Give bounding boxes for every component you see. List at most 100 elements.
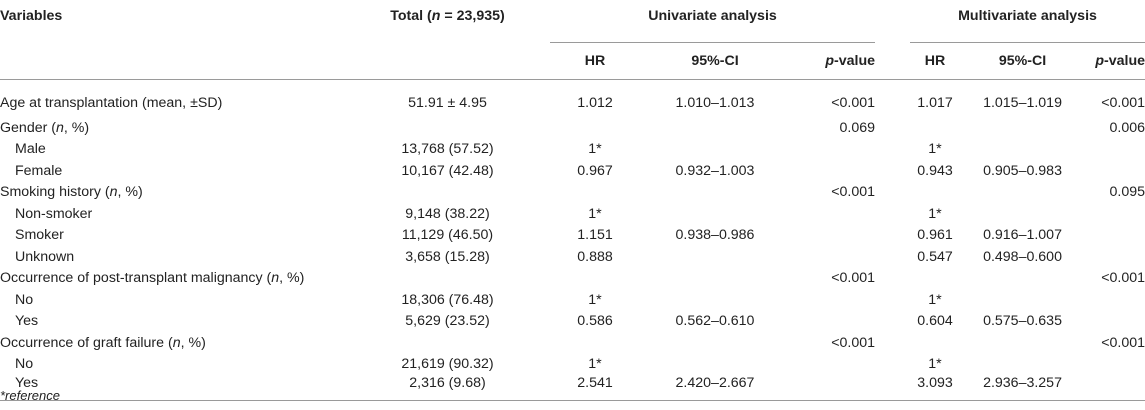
cell-total: 10,167 (42.48) (401, 162, 494, 179)
row-label: Occurrence of post-transplant malignancy… (0, 270, 305, 287)
cell-univariate-ci: 0.562–0.610 (675, 313, 755, 330)
cell-univariate-ci: 0.938–0.986 (675, 227, 755, 244)
cell-total: 11,129 (46.50) (401, 227, 494, 244)
header-univariate: Univariate analysis (550, 3, 876, 43)
cell-multivariate-hr: 0.547 (917, 248, 953, 265)
cell-univariate-ci (640, 332, 790, 354)
spacer (875, 289, 910, 311)
cell-univariate-ci (640, 203, 790, 225)
table-row: No 18,306 (76.48) 1* 1* (0, 289, 1145, 311)
table-row: Occurrence of graft failure (n, %) <0.001… (0, 332, 1145, 354)
header-m-hr: HR (910, 42, 961, 80)
spacer (875, 117, 910, 139)
cell-univariate-ci (640, 289, 790, 311)
cell-total: 13,768 (57.52) (401, 141, 494, 158)
cell-multivariate-hr (910, 182, 960, 204)
cell-univariate-p: <0.001 (831, 334, 876, 351)
spacer (875, 139, 910, 161)
table-row: Occurrence of post-transplant malignancy… (0, 268, 1145, 290)
cell-univariate-hr (550, 182, 640, 204)
header-m-ci: 95%-CI (960, 42, 1086, 80)
cell-multivariate-hr (910, 117, 960, 139)
row-label: Smoker (15, 227, 64, 244)
header-total: Total (n = 23,935) (390, 8, 505, 24)
cell-total: 2,316 (9.68) (345, 375, 550, 401)
row-label: Male (15, 141, 46, 158)
cell-univariate-p (790, 139, 875, 161)
cell-total (345, 182, 550, 204)
table-row: Gender (n, %) 0.069 0.006 (0, 117, 1145, 139)
cell-multivariate-ci: 1.015–1.019 (983, 94, 1062, 111)
cell-univariate-hr: 2.541 (550, 375, 640, 401)
row-label: Non-smoker (15, 205, 93, 222)
row-label: Yes (0, 375, 345, 401)
cell-multivariate-hr: 3.093 (910, 375, 961, 401)
cell-multivariate-p (1085, 375, 1145, 401)
cell-multivariate-p: 0.006 (1109, 119, 1145, 136)
row-label: No (15, 356, 34, 373)
table-row: Female 10,167 (42.48) 0.967 0.932–1.003 0.94… (0, 160, 1145, 182)
cell-univariate-ci: 1.010–1.013 (675, 94, 755, 111)
spacer (875, 203, 910, 225)
cell-univariate-hr: 1* (588, 205, 602, 222)
cell-multivariate-hr: 1* (928, 291, 942, 308)
table-row: Smoking history (n, %) <0.001 0.095 (0, 182, 1145, 204)
results-table: Variables Total (n = 23,935) Univariate … (0, 3, 1145, 401)
cell-multivariate-p (1085, 246, 1145, 268)
cell-univariate-ci: 0.932–1.003 (675, 162, 755, 179)
table-row: Unknown 3,658 (15.28) 0.888 0.547 0.498–0.60… (0, 246, 1145, 268)
cell-multivariate-p: <0.001 (1101, 94, 1145, 111)
cell-univariate-hr: 0.586 (577, 313, 613, 330)
spacer (875, 182, 910, 204)
cell-multivariate-hr: 1* (928, 141, 942, 158)
cell-total: 9,148 (38.22) (405, 205, 490, 222)
cell-total: 18,306 (76.48) (401, 291, 494, 308)
cell-multivariate-hr: 1.017 (917, 94, 953, 111)
cell-univariate-p (790, 160, 875, 182)
cell-univariate-p: <0.001 (831, 184, 876, 201)
cell-univariate-p: 0.069 (839, 119, 876, 136)
cell-multivariate-ci (960, 354, 1085, 376)
header-multivariate: Multivariate analysis (910, 3, 1145, 43)
cell-total: 3,658 (15.28) (405, 248, 490, 265)
cell-multivariate-hr (910, 332, 960, 354)
cell-multivariate-p (1085, 311, 1145, 333)
spacer (875, 375, 911, 401)
cell-total: 21,619 (90.32) (401, 356, 494, 373)
cell-multivariate-p (1085, 225, 1145, 247)
cell-univariate-hr: 1.012 (577, 94, 613, 111)
table-row: Male 13,768 (57.52) 1* 1* (0, 139, 1145, 161)
cell-multivariate-p (1085, 289, 1145, 311)
header-m-p: p-value (1085, 42, 1145, 80)
cell-univariate-hr: 1* (588, 356, 602, 373)
spacer (875, 311, 910, 333)
cell-univariate-ci (640, 268, 790, 290)
cell-multivariate-ci: 0.498–0.600 (983, 248, 1062, 265)
cell-multivariate-ci (960, 332, 1085, 354)
cell-multivariate-ci (960, 117, 1085, 139)
cell-univariate-hr (550, 268, 640, 290)
cell-multivariate-ci (960, 182, 1085, 204)
header-row-2: HR 95%-CI p-value HR 95%-CI p-value (0, 42, 1145, 80)
cell-univariate-hr: 1* (588, 291, 602, 308)
spacer (875, 246, 910, 268)
cell-univariate-p (790, 354, 875, 376)
cell-multivariate-ci (960, 203, 1085, 225)
cell-multivariate-ci (960, 289, 1085, 311)
cell-multivariate-ci: 0.575–0.635 (983, 313, 1062, 330)
cell-multivariate-hr: 1* (928, 356, 942, 373)
cell-multivariate-hr: 0.943 (917, 162, 953, 179)
cell-univariate-p: <0.001 (831, 94, 876, 111)
cell-univariate-ci (640, 354, 790, 376)
cell-univariate-p (790, 311, 875, 333)
cell-total (345, 117, 550, 139)
cell-multivariate-p (1085, 139, 1145, 161)
cell-multivariate-ci (960, 139, 1085, 161)
cell-multivariate-p: 0.095 (1109, 184, 1145, 201)
row-label: Gender (n, %) (0, 119, 90, 136)
row-label: Yes (15, 313, 39, 330)
cell-univariate-p (790, 246, 875, 268)
cell-univariate-p (790, 225, 875, 247)
spacer (875, 160, 910, 182)
